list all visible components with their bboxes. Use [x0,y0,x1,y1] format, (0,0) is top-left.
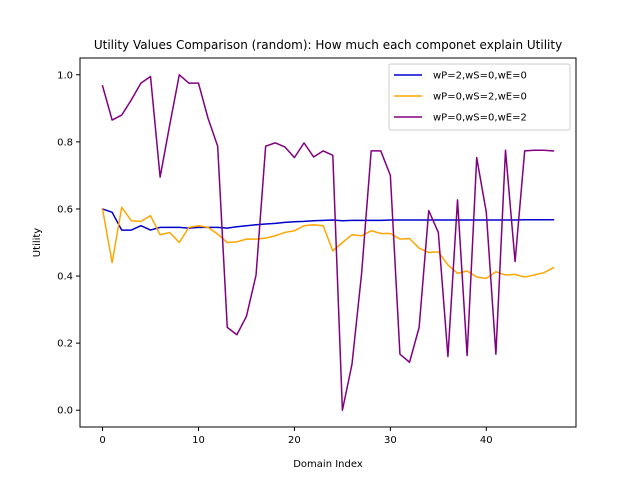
axes-frame [79,57,577,428]
legend-label-1: wP=2,wS=0,wE=0 [433,71,527,82]
y-axis-title: Utility [32,228,43,257]
x-tick-label: 10 [192,435,205,446]
y-tick-label: 1.0 [57,70,73,81]
legend: wP=2,wS=0,wE=0 wP=0,wS=2,wE=0 wP=0,wS=0,wE… [388,63,571,131]
series-line-2 [101,206,555,280]
y-tick-label: 0.4 [57,272,73,283]
x-axis-title: Domain Index [293,459,363,470]
series-line-1 [101,207,555,231]
chart-title: Utility Values Comparison (random): How … [94,38,562,52]
legend-box [388,63,571,131]
legend-label-3: wP=0,wS=0,wE=2 [433,113,527,124]
y-tick-label: 0.0 [57,406,73,417]
x-tick-label: 30 [384,435,397,446]
y-tick-label: 0.6 [57,204,73,215]
y-tick-label: 0.2 [57,339,73,350]
x-tick-label: 0 [99,435,105,446]
legend-label-2: wP=0,wS=2,wE=0 [433,92,527,103]
series-line-3 [101,74,555,411]
x-tick-label: 20 [288,435,301,446]
series-layer [101,74,555,411]
ticks-layer: 0 10 20 30 40 0.0 0.2 0.4 0.6 0.8 1.0 [57,70,493,446]
plot-area: 0 10 20 30 40 0.0 0.2 0.4 0.6 0.8 1.0 [57,57,577,446]
y-tick-label: 0.8 [57,137,73,148]
x-tick-label: 40 [480,435,493,446]
